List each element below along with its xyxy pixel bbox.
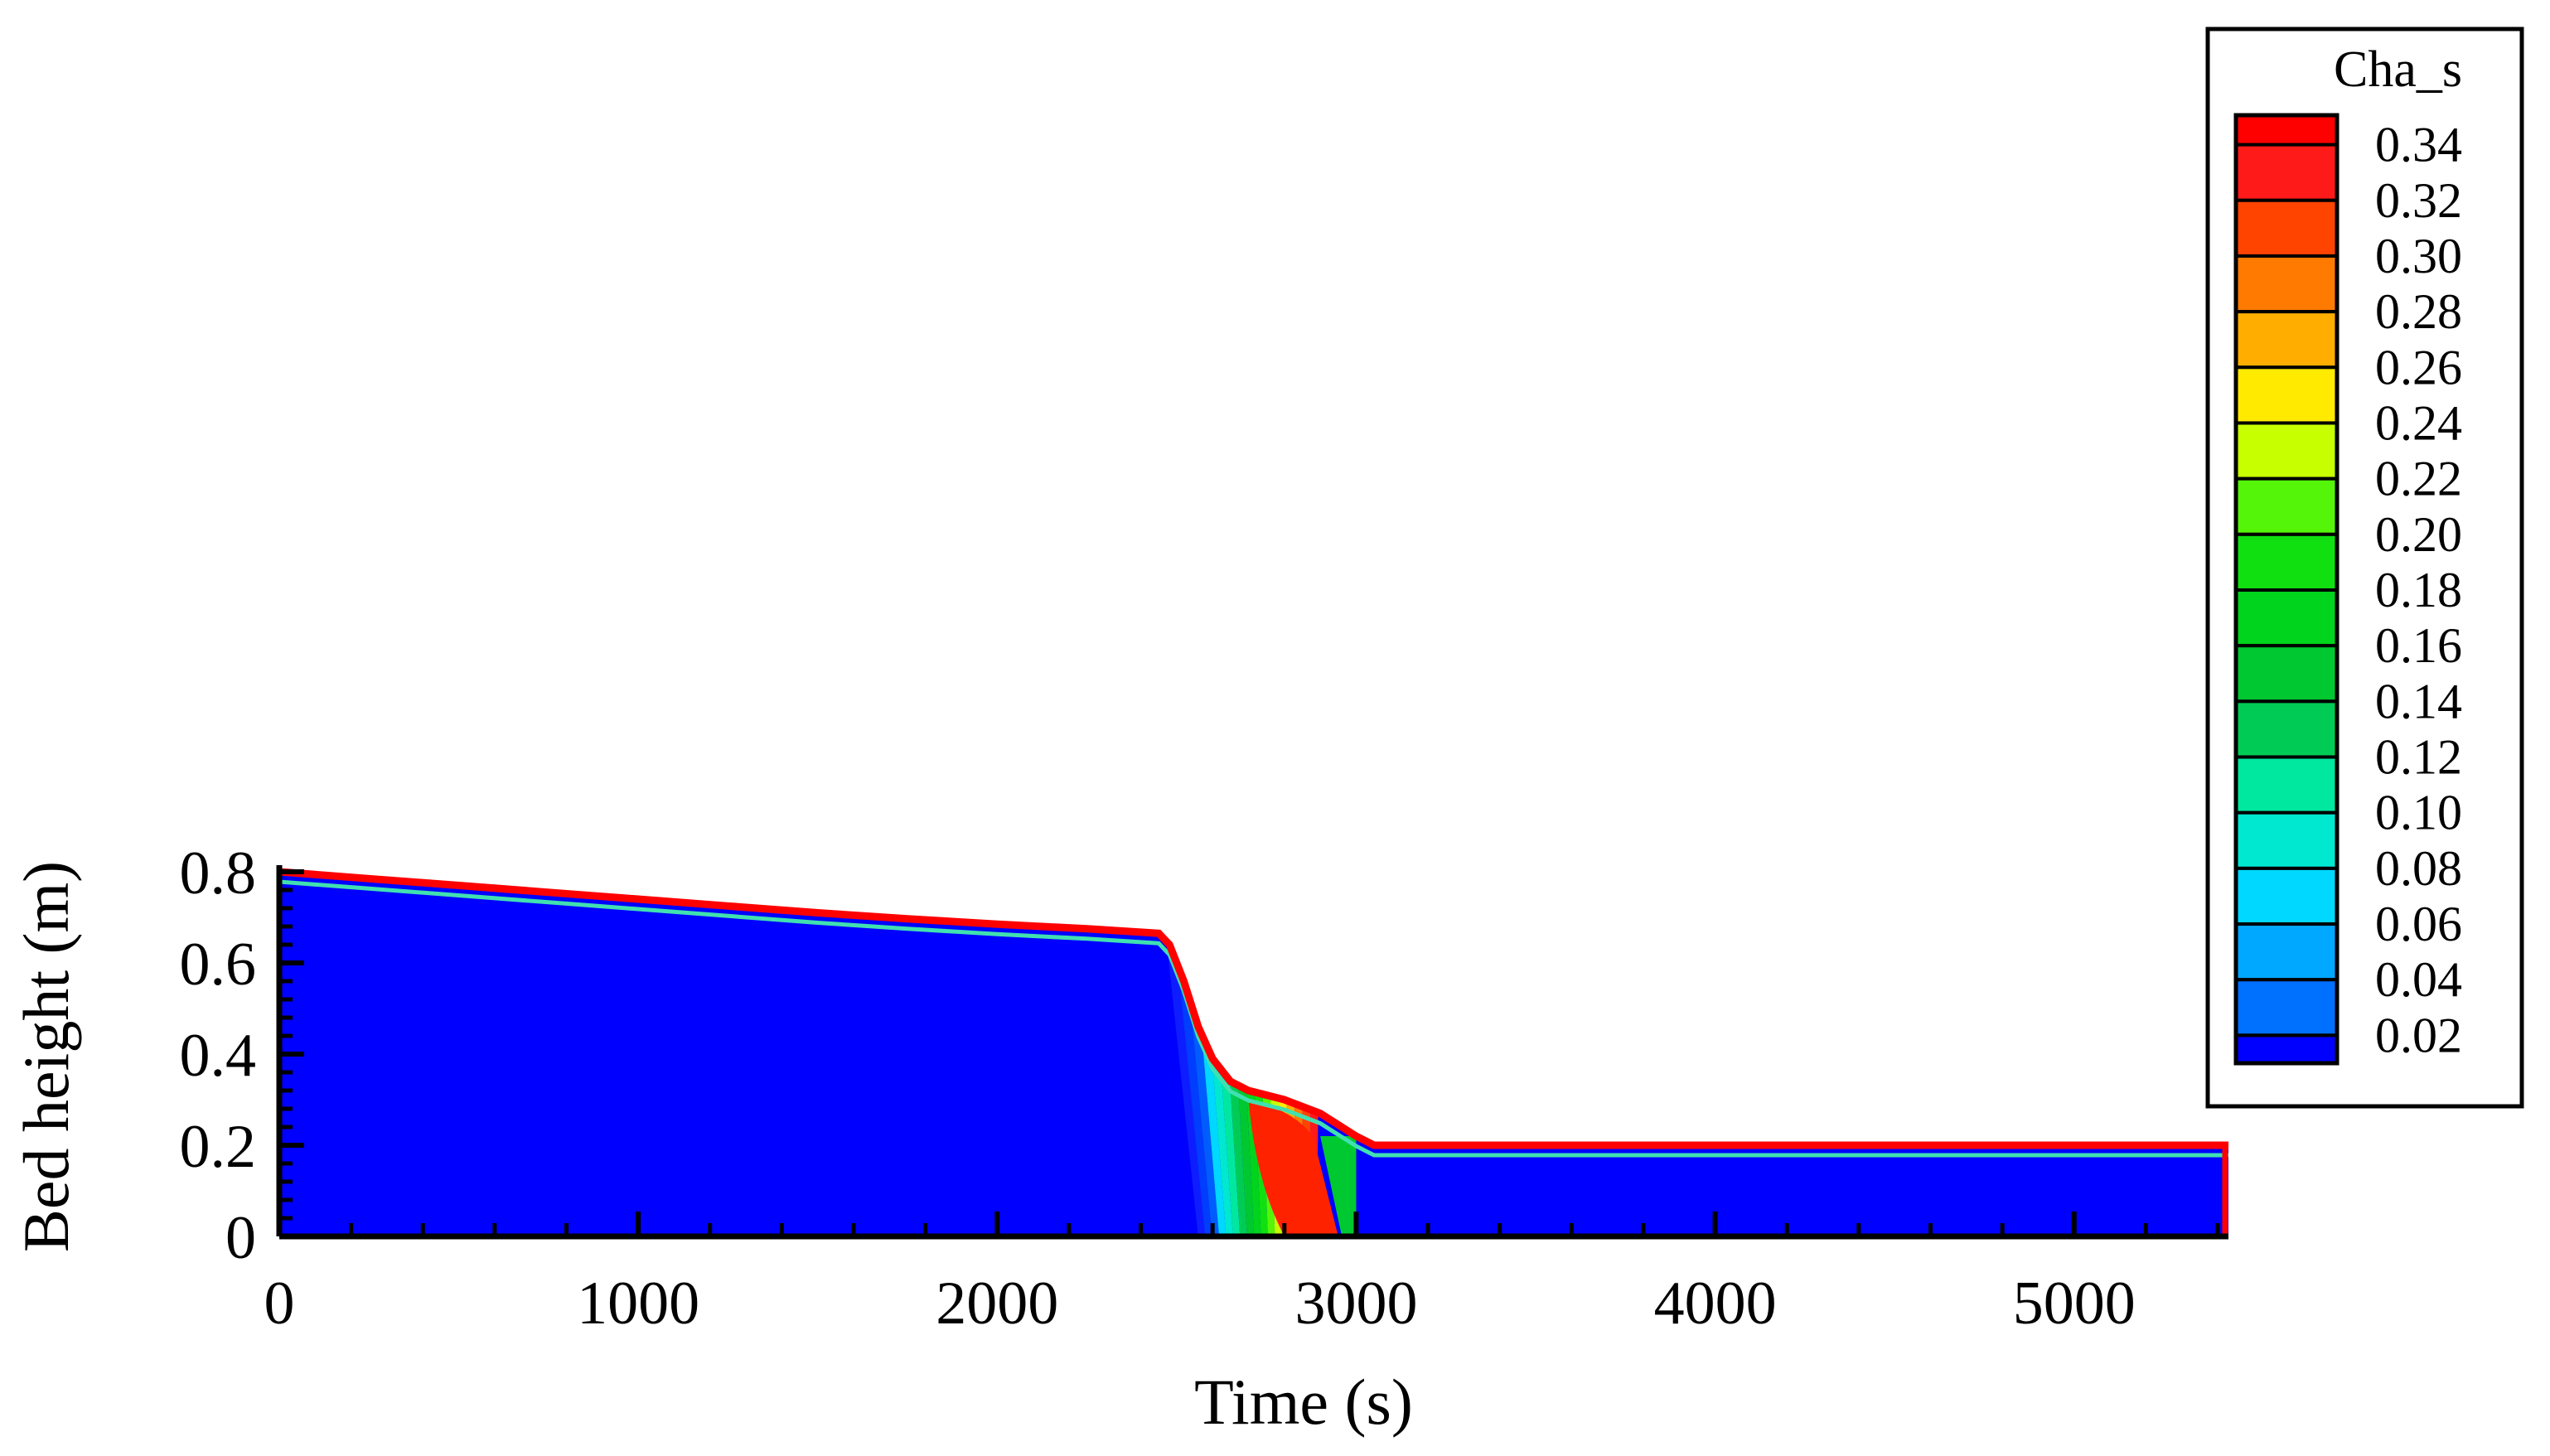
colorbar-swatch <box>2234 1033 2339 1065</box>
bed-region <box>1356 1136 2228 1236</box>
colorbar-tick-label: 0.34 <box>2375 118 2462 172</box>
colorbar-title: Cha_s <box>2334 41 2462 98</box>
colorbar-tick-label: 0.16 <box>2375 618 2462 673</box>
colorbar-tick-label: 0.26 <box>2375 340 2462 394</box>
colorbar-swatch <box>2234 588 2339 648</box>
colorbar-tick-label: 0.20 <box>2375 507 2462 562</box>
colorbar-tick-label: 0.14 <box>2375 674 2462 728</box>
colorbar-swatch <box>2234 532 2339 593</box>
y-tick-label: 0.8 <box>180 839 257 907</box>
colorbar-tick-label: 0.24 <box>2375 395 2462 450</box>
colorbar-tick-label: 0.06 <box>2375 897 2462 951</box>
colorbar-tick-label: 0.10 <box>2375 786 2462 840</box>
x-tick-label: 2000 <box>936 1270 1058 1337</box>
colorbar-swatch <box>2234 198 2339 258</box>
colorbar-outline <box>2233 113 2340 1066</box>
contour-field <box>279 868 2228 1236</box>
colorbar-tick-label: 0.02 <box>2375 1008 2462 1062</box>
colorbar-swatch <box>2234 978 2339 1038</box>
y-tick-label: 0.4 <box>180 1022 257 1090</box>
colorbar-swatch <box>2234 365 2339 425</box>
colorbar-swatch <box>2234 755 2339 815</box>
contour-band <box>1165 936 1206 1236</box>
contour-band <box>1174 936 1212 1236</box>
x-tick-label: 5000 <box>2013 1270 2136 1337</box>
colorbar-tick-label: 0.22 <box>2375 452 2462 506</box>
y-tick-label: 0.6 <box>180 931 257 999</box>
x-tick-label: 3000 <box>1294 1270 1417 1337</box>
x-tick-label: 1000 <box>577 1270 699 1337</box>
colorbar-swatch <box>2234 254 2339 314</box>
colorbar-swatch <box>2234 644 2339 704</box>
colorbar-swatch <box>2234 143 2339 202</box>
y-tick-label: 0 <box>225 1204 256 1272</box>
colorbar-swatch <box>2236 115 2337 147</box>
collapse-region <box>1165 936 2228 1236</box>
contour-band <box>1320 1136 1360 1236</box>
y-tick-label: 0.2 <box>180 1113 257 1181</box>
colorbar-tick-label: 0.12 <box>2375 730 2462 785</box>
x-tick-label: 0 <box>264 1270 295 1337</box>
colorbar-swatch <box>2234 421 2339 481</box>
colorbar-tick-label: 0.28 <box>2375 284 2462 339</box>
colorbar-swatch <box>2234 810 2339 870</box>
axes: 0 1000 2000 3000 4000 5000 0 0.2 0.4 0.6 0.8 <box>180 839 2228 1337</box>
colorbar-swatch <box>2234 699 2339 759</box>
colorbar-tick-label: 0.30 <box>2375 229 2462 283</box>
hot-core <box>1248 1100 1338 1236</box>
colorbar-swatches: 0.340.320.300.280.260.240.220.200.180.16… <box>2233 113 2462 1066</box>
colorbar-tick-label: 0.08 <box>2375 841 2462 896</box>
colorbar-swatch <box>2234 866 2339 926</box>
x-tick-label: 4000 <box>1654 1270 1777 1337</box>
bed-surface-line <box>279 868 2228 1149</box>
colorbar-tick-label: 0.04 <box>2375 952 2462 1007</box>
y-axis-title: Bed height (m) <box>10 861 82 1252</box>
colorbar-legend: Cha_s 0.340.320.300.280.260.240.220.200.… <box>2205 27 2524 1109</box>
colorbar-tick-label: 0.18 <box>2375 563 2462 617</box>
colorbar-swatch <box>2234 476 2339 536</box>
colorbar-tick-label: 0.32 <box>2375 173 2462 228</box>
colorbar-swatch <box>2234 922 2339 982</box>
surface-sublayer <box>279 879 2228 1158</box>
colorbar-swatch <box>2234 310 2339 370</box>
x-axis-title: Time (s) <box>1194 1366 1413 1438</box>
